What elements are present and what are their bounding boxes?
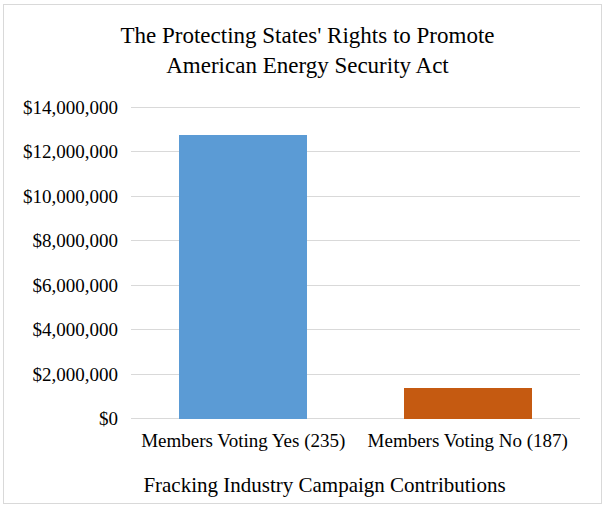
bar-members-voting-yes	[179, 135, 307, 419]
x-axis: Members Voting Yes (235) Members Voting …	[131, 429, 580, 453]
bar-slot	[131, 108, 356, 419]
y-tick-label: $14,000,000	[4, 97, 118, 119]
y-axis: $0$2,000,000$4,000,000$6,000,000$8,000,0…	[4, 108, 118, 419]
chart-title-line-2: American Energy Security Act	[9, 51, 606, 81]
x-axis-category-yes: Members Voting Yes (235)	[131, 429, 356, 453]
y-tick-label: $12,000,000	[4, 141, 118, 163]
chart-canvas: { "title": { "line1": "The Protecting St…	[0, 0, 607, 516]
y-tick-label: $10,000,000	[4, 186, 118, 208]
chart-title: The Protecting States' Rights to Promote…	[9, 21, 606, 81]
plot-area	[131, 108, 580, 419]
bar-slot	[356, 108, 581, 419]
chart-frame: The Protecting States' Rights to Promote…	[3, 4, 602, 504]
bar-members-voting-no	[404, 388, 532, 419]
chart-title-line-1: The Protecting States' Rights to Promote	[9, 21, 606, 51]
y-tick-label: $2,000,000	[4, 364, 118, 386]
y-tick-label: $4,000,000	[4, 319, 118, 341]
y-tick-label: $6,000,000	[4, 275, 118, 297]
y-tick-label: $0	[4, 408, 118, 430]
x-axis-category-no: Members Voting No (187)	[356, 429, 581, 453]
y-tick-label: $8,000,000	[4, 230, 118, 252]
x-axis-title: Fracking Industry Campaign Contributions	[26, 472, 607, 498]
